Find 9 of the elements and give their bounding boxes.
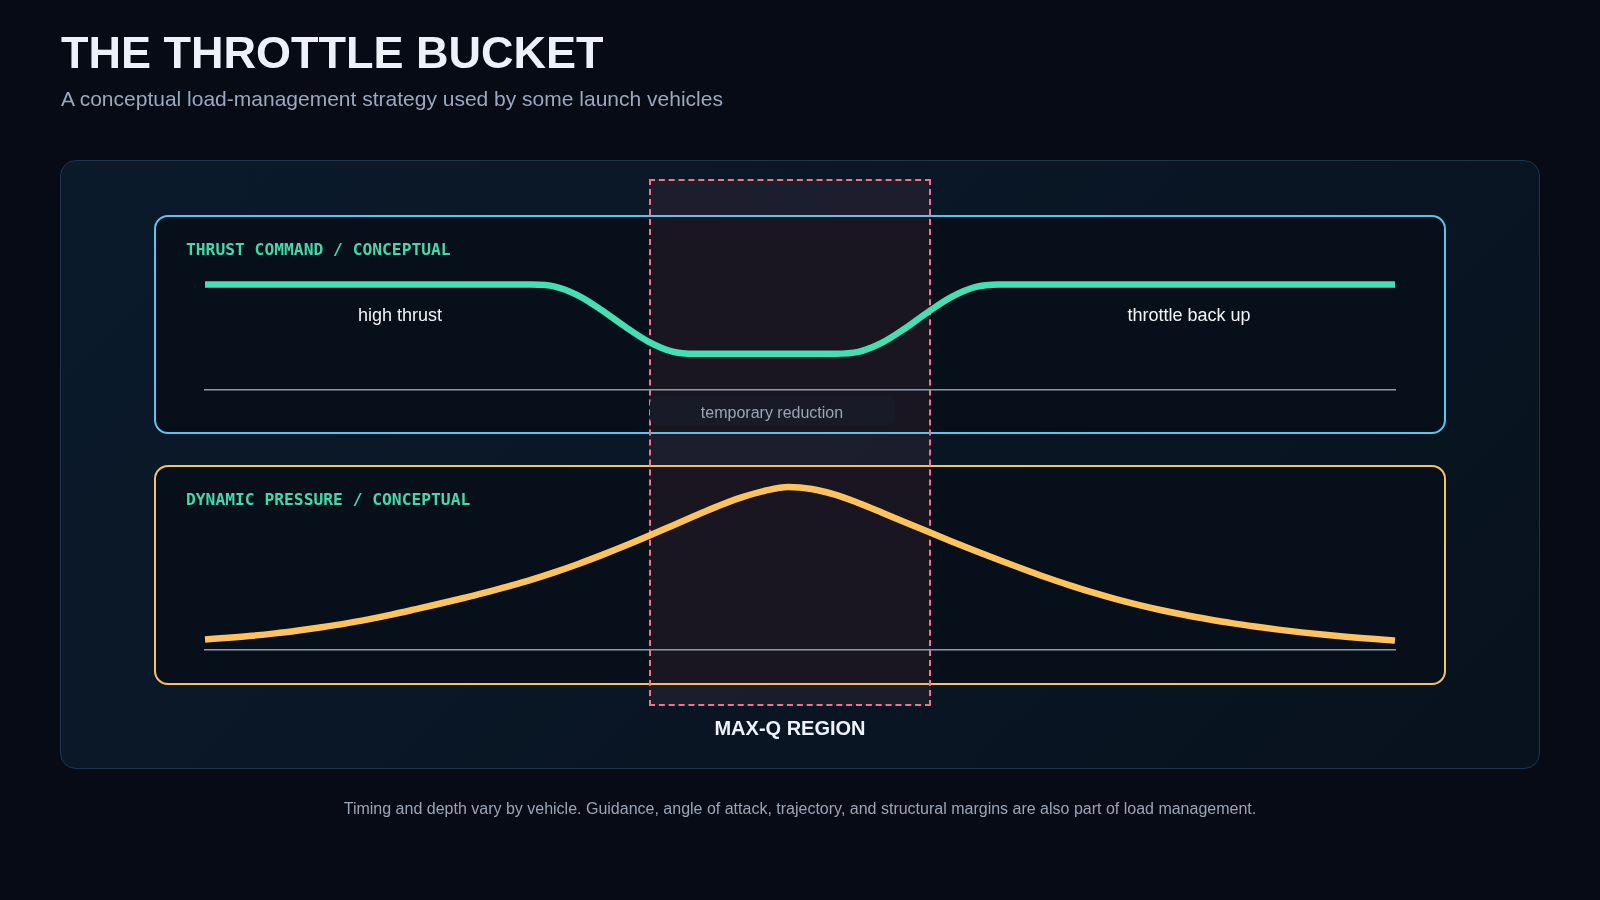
text: Timing and depth vary by vehicle. Guidance, angle of attack, trajectory, and structural margins are also part of load management. xyxy=(342,799,1258,817)
chart-title: THRUST COMMAND / CONCEPTUAL xyxy=(186,239,451,259)
text: A conceptual load-management strategy used by some launch vehicles xyxy=(61,86,723,110)
chart-title: DYNAMIC PRESSURE / CONCEPTUAL xyxy=(186,490,471,509)
text: temporary reduction xyxy=(700,403,844,421)
text: MAX-Q REGION xyxy=(714,717,866,740)
annotation: high thrust xyxy=(357,304,443,325)
annotation: throttle back up xyxy=(1127,304,1251,325)
text: THE THROTTLE BUCKET xyxy=(61,26,604,78)
